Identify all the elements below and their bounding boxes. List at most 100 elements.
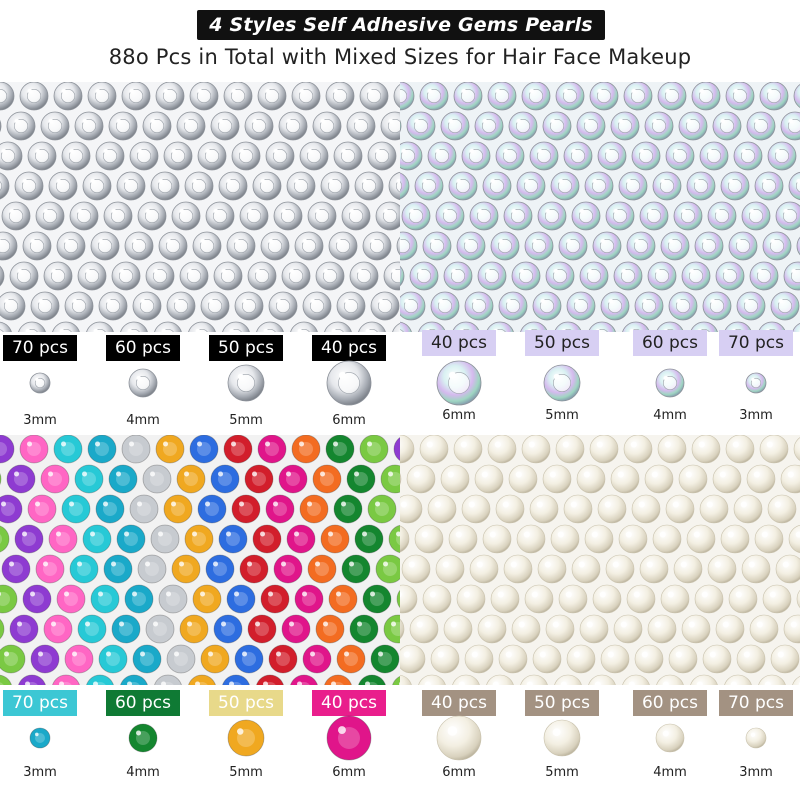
background-gem: [163, 494, 193, 524]
background-gem: [715, 614, 745, 644]
clear-rhinestones-photo: [0, 82, 400, 332]
background-gem: [247, 261, 277, 291]
background-gem: [40, 464, 70, 494]
background-gem: [116, 171, 146, 201]
background-gem: [490, 231, 520, 261]
background-gem: [200, 291, 230, 321]
background-gem: [18, 674, 46, 685]
count-badge: 60 pcs: [633, 330, 707, 356]
background-gem: [796, 589, 800, 609]
background-gem: [542, 464, 572, 494]
background-gem: [302, 291, 332, 321]
background-gem: [474, 464, 504, 494]
background-gem: [759, 82, 789, 111]
background-gem: [668, 291, 698, 321]
background-gem: [600, 291, 630, 321]
background-gem: [665, 494, 695, 524]
background-gem: [741, 554, 771, 584]
background-gem: [27, 494, 57, 524]
background-gem: [736, 644, 766, 674]
background-gem: [307, 201, 337, 231]
background-gem: [452, 674, 480, 685]
background-gem: [588, 321, 616, 332]
background-gem: [6, 111, 36, 141]
background-gem: [788, 525, 800, 553]
background-gem: [762, 584, 792, 614]
background-gem: [200, 644, 230, 674]
background-gem: [588, 674, 616, 685]
background-gem: [0, 141, 23, 171]
background-gem: [537, 201, 567, 231]
background-gem: [166, 291, 196, 321]
background-gem: [400, 172, 410, 200]
gem-sample-shape: [227, 719, 265, 757]
background-gem: [210, 464, 240, 494]
gem-sample: [227, 719, 265, 757]
background-gem: [694, 584, 724, 614]
gem-sample-shape: [745, 727, 767, 749]
ab-rhinestones-photo: [400, 82, 800, 332]
background-gem: [121, 82, 151, 111]
background-gem: [299, 141, 329, 171]
background-gem: [613, 614, 643, 644]
background-gem: [43, 614, 73, 644]
background-gem: [56, 584, 86, 614]
background-gem: [155, 82, 185, 111]
background-gem: [132, 291, 162, 321]
background-gem: [0, 618, 5, 640]
background-gem: [626, 231, 656, 261]
background-gem: [14, 171, 44, 201]
background-gem: [699, 494, 729, 524]
background-gem: [758, 674, 786, 685]
gem-sample-shape: [543, 364, 581, 402]
background-gem: [550, 524, 580, 554]
background-gem: [142, 111, 172, 141]
background-gem: [733, 494, 763, 524]
background-gem: [529, 141, 559, 171]
background-gem: [733, 141, 763, 171]
background-gem: [605, 554, 635, 584]
background-gem: [456, 231, 486, 261]
background-gem: [495, 141, 525, 171]
gem-sample: [436, 360, 482, 406]
background-gem: [453, 82, 483, 111]
background-gem: [532, 291, 562, 321]
background-gem: [325, 435, 355, 464]
background-gem: [171, 554, 201, 584]
background-gem: [482, 171, 512, 201]
background-gem: [362, 584, 392, 614]
background-gem: [678, 464, 708, 494]
background-gem: [166, 644, 196, 674]
background-gem: [453, 435, 483, 464]
background-gem: [759, 435, 789, 464]
background-gem: [22, 584, 52, 614]
background-gem: [592, 584, 622, 614]
gem-sample: [543, 719, 581, 757]
background-gem: [796, 236, 800, 256]
background-gem: [19, 82, 49, 111]
background-gem: [150, 171, 180, 201]
background-gem: [176, 111, 206, 141]
background-gem: [724, 674, 752, 685]
page-subtitle: 88o Pcs in Total with Mixed Sizes for Ha…: [108, 45, 692, 69]
background-gem: [656, 674, 684, 685]
background-gem: [87, 435, 117, 464]
background-gem: [210, 111, 240, 141]
background-gem: [691, 82, 721, 111]
size-label: 3mm: [23, 765, 57, 780]
background-gem: [736, 291, 766, 321]
count-badge: 40 pcs: [312, 690, 386, 716]
background-gem: [328, 584, 358, 614]
background-gem: [409, 261, 439, 291]
gem-sample-shape: [436, 715, 482, 761]
count-badge: 40 pcs: [422, 330, 496, 356]
background-gem: [464, 644, 494, 674]
background-gem: [108, 464, 138, 494]
colorful-rhinestones-photo: [0, 435, 400, 685]
background-gem: [192, 584, 222, 614]
size-label: 5mm: [229, 765, 263, 780]
background-gem: [660, 231, 690, 261]
size-label: 4mm: [126, 413, 160, 428]
background-gem: [189, 82, 219, 111]
background-gem: [312, 464, 342, 494]
